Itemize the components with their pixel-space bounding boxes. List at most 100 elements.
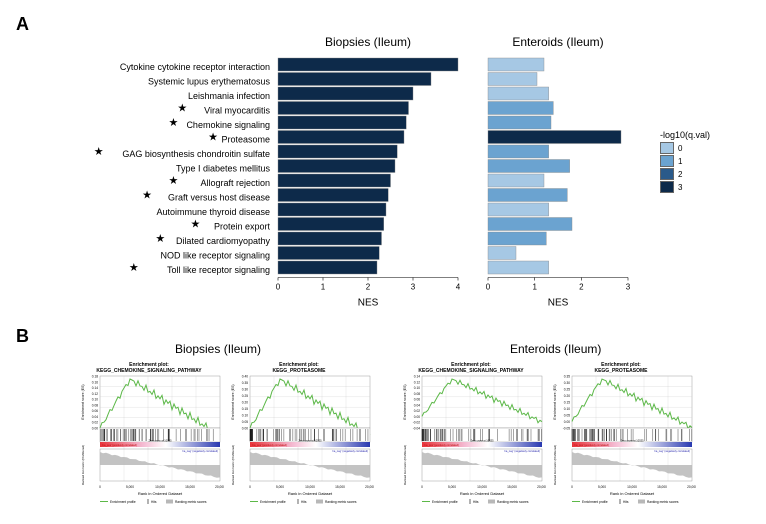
enteroid-bar <box>488 247 516 260</box>
legend-row: 1 <box>660 155 710 167</box>
tick-label: 4 <box>456 283 461 292</box>
x-label: Rank in Ordered Dataset <box>610 491 655 496</box>
x-tick: 20,000 <box>537 485 546 489</box>
legend-swatch <box>660 142 674 154</box>
rank-ylabel: Ranked list metric (Prefiltered) <box>231 445 235 485</box>
es-ylabel: Enrichment score (ES) <box>81 384 85 419</box>
es-ytick: 0.00 <box>92 427 98 431</box>
footer-item: Ranking metric scores <box>497 500 529 504</box>
rank-ylabel: Ranked list metric (Prefiltered) <box>553 445 557 485</box>
biopsy-bar <box>278 145 397 158</box>
biopsy-bar <box>278 102 409 115</box>
biopsies-title: Biopsies (Ileum) <box>325 35 411 49</box>
es-ytick: 0.04 <box>92 415 98 419</box>
x-tick: 15,000 <box>335 485 345 489</box>
es-ytick: 0.25 <box>564 388 570 392</box>
footer-item: Hits <box>623 500 629 504</box>
pathway-label: Viral myocarditis <box>204 105 270 115</box>
x-tick: 5,000 <box>448 485 456 489</box>
legend-value: 0 <box>678 144 682 153</box>
x-tick: 0 <box>249 485 251 489</box>
es-ytick: 0.05 <box>564 414 570 418</box>
gsea-subtitle: KEGG_CHEMOKINE_SIGNALING_PATHWAY <box>96 368 202 374</box>
es-ytick: 0.25 <box>242 394 248 398</box>
footer-item: Ranking metric scores <box>325 500 357 504</box>
es-ytick: 0.35 <box>564 375 570 379</box>
biopsy-bar <box>278 247 379 260</box>
es-ytick: 0.14 <box>92 386 98 390</box>
tick-label: 0 <box>276 283 281 292</box>
es-ytick: 0.04 <box>414 403 420 407</box>
rank-ylabel: Ranked list metric (Prefiltered) <box>403 445 407 485</box>
legend-row: 2 <box>660 168 710 180</box>
es-ytick: 0.00 <box>414 415 420 419</box>
zero-cross-label: Zero cross at 10535 <box>148 439 172 443</box>
tick-label: 3 <box>626 283 631 292</box>
x-label: Rank in Ordered Dataset <box>288 491 333 496</box>
x-tick: 0 <box>571 485 573 489</box>
legend-swatch <box>660 181 674 193</box>
biopsy-bar <box>278 189 388 202</box>
es-ytick: 0.10 <box>92 398 98 402</box>
bar-charts-svg: Biopsies (Ileum) Enteroids (Ileum) Cytokin… <box>50 32 650 312</box>
enteroid-bar <box>488 174 544 187</box>
x-tick: 10,000 <box>305 485 315 489</box>
es-ytick: 0.15 <box>564 401 570 405</box>
x-tick: 5,000 <box>276 485 284 489</box>
axis-label: NES <box>548 298 569 309</box>
es-ytick: 0.06 <box>92 409 98 413</box>
legend-value: 3 <box>678 183 682 192</box>
x-tick: 0 <box>421 485 423 489</box>
pathway-label: Dilated cardiomyopathy <box>176 236 271 246</box>
enteroids-title: Enteroids (Ileum) <box>512 35 603 49</box>
panel-a-label: A <box>16 14 29 35</box>
pathway-label: Cytokine cytokine receptor interaction <box>120 62 270 72</box>
pathway-label: Autoimmune thyroid disease <box>156 207 270 217</box>
legend-swatch <box>660 155 674 167</box>
star-icon: ★ <box>191 219 201 231</box>
pos-corr-label: 'na_pos' (positively correlated) <box>574 443 609 447</box>
pathway-label: Systemic lupus erythematosus <box>148 76 271 86</box>
tick-label: 0 <box>486 283 491 292</box>
es-ytick: 0.40 <box>242 375 248 379</box>
pathway-label: GAG biosynthesis chondroitin sulfate <box>122 149 270 159</box>
es-ytick: 0.18 <box>92 375 98 379</box>
pathway-label: Type I diabetes mellitus <box>176 163 271 173</box>
es-ytick: 0.35 <box>242 381 248 385</box>
legend-value: 1 <box>678 157 682 166</box>
biopsy-bar <box>278 87 413 100</box>
enteroid-bar <box>488 131 621 144</box>
biopsy-bar <box>278 218 384 231</box>
pathway-label: NOD like receptor signaling <box>160 250 270 260</box>
es-ytick: 0.20 <box>564 394 570 398</box>
x-tick: 15,000 <box>657 485 667 489</box>
biopsy-bar <box>278 73 431 86</box>
x-tick: 20,000 <box>687 485 696 489</box>
pathway-label: Leishmania infection <box>188 91 270 101</box>
es-ytick: -0.05 <box>563 427 570 431</box>
footer-item: Enrichment profile <box>260 500 286 504</box>
footer-item: Hits <box>473 500 479 504</box>
pos-corr-label: 'na_pos' (positively correlated) <box>424 443 459 447</box>
x-tick: 20,000 <box>365 485 374 489</box>
gsea-subtitle: KEGG_PROTEASOME <box>272 368 326 374</box>
gsea-subtitle: KEGG_PROTEASOME <box>594 368 648 374</box>
zero-cross-label: Zero cross at 10535 <box>298 439 322 443</box>
enteroid-bar <box>488 58 544 71</box>
star-icon: ★ <box>177 103 187 115</box>
legend-title: -log10(q.val) <box>660 130 710 140</box>
biopsy-bar <box>278 160 395 173</box>
es-ytick: 0.15 <box>242 407 248 411</box>
color-legend: -log10(q.val) 0 1 2 3 <box>660 130 710 194</box>
biopsy-bar <box>278 58 458 71</box>
star-icon: ★ <box>94 146 104 158</box>
pathway-label: Toll like receptor signaling <box>167 265 270 275</box>
pos-corr-label: 'na_pos' (positively correlated) <box>252 443 287 447</box>
biopsy-bar <box>278 116 406 129</box>
zero-cross-label: Zero cross at 10535 <box>620 439 644 443</box>
enteroid-bar <box>488 160 570 173</box>
es-ylabel: Enrichment score (ES) <box>231 384 235 419</box>
tick-label: 2 <box>579 283 584 292</box>
x-label: Rank in Ordered Dataset <box>460 491 505 496</box>
x-tick: 5,000 <box>598 485 606 489</box>
